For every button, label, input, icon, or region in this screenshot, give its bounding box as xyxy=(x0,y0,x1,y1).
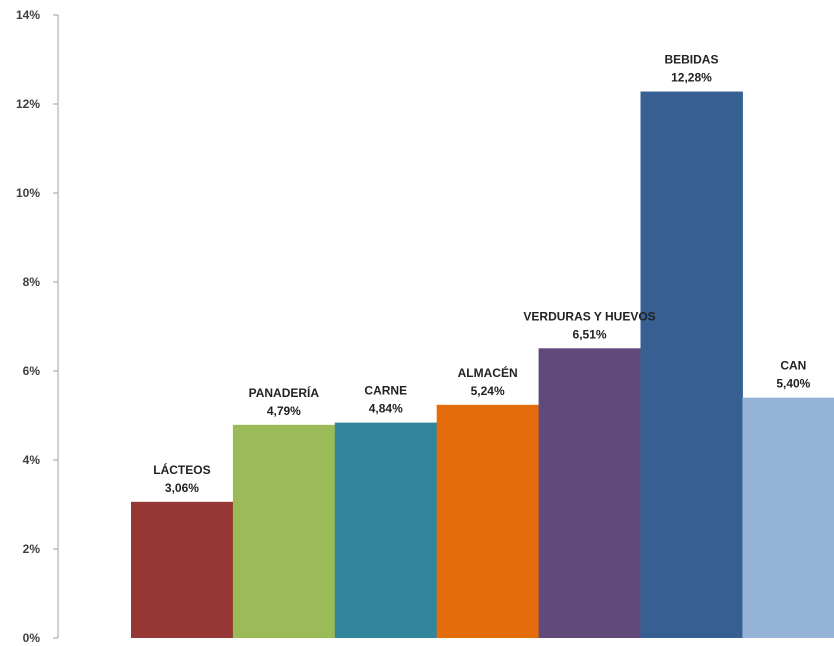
y-axis-ticks: 0% 2% 4% 6% 8% 10% 12% 14% xyxy=(16,8,58,645)
category-label: PANADERÍA xyxy=(249,385,320,400)
y-tick-label: 2% xyxy=(23,542,41,556)
value-label: 6,51% xyxy=(573,327,607,341)
category-label: ALMACÉN xyxy=(458,365,518,380)
y-tick-label: 0% xyxy=(23,631,41,645)
value-label: 5,40% xyxy=(776,377,810,391)
bar xyxy=(538,348,641,638)
value-label: 5,24% xyxy=(471,384,505,398)
y-tick-label: 12% xyxy=(16,97,40,111)
y-tick-label: 6% xyxy=(23,364,41,378)
data-labels: LÁCTEOS 3,06% PANADERÍA 4,79% CARNE 4,84% ALMA… xyxy=(153,53,810,495)
y-tick-label: 8% xyxy=(23,275,41,289)
category-label: CAN xyxy=(780,359,806,373)
y-tick-label: 10% xyxy=(16,186,40,200)
category-label: LÁCTEOS xyxy=(153,462,210,477)
bars xyxy=(131,91,834,639)
value-label: 4,84% xyxy=(369,402,403,416)
bar xyxy=(334,422,438,638)
bar xyxy=(640,91,743,639)
y-tick-label: 4% xyxy=(23,453,41,467)
bar xyxy=(232,424,336,638)
category-label: BEBIDAS xyxy=(664,53,718,67)
bar xyxy=(436,404,540,638)
value-label: 4,79% xyxy=(267,404,301,418)
category-label: VERDURAS Y HUEVOS xyxy=(523,309,655,323)
bar xyxy=(131,501,234,638)
value-label: 3,06% xyxy=(165,481,199,495)
y-tick-label: 14% xyxy=(16,8,40,22)
bar xyxy=(742,397,834,638)
value-label: 12,28% xyxy=(671,71,712,85)
category-label: CARNE xyxy=(364,384,407,398)
